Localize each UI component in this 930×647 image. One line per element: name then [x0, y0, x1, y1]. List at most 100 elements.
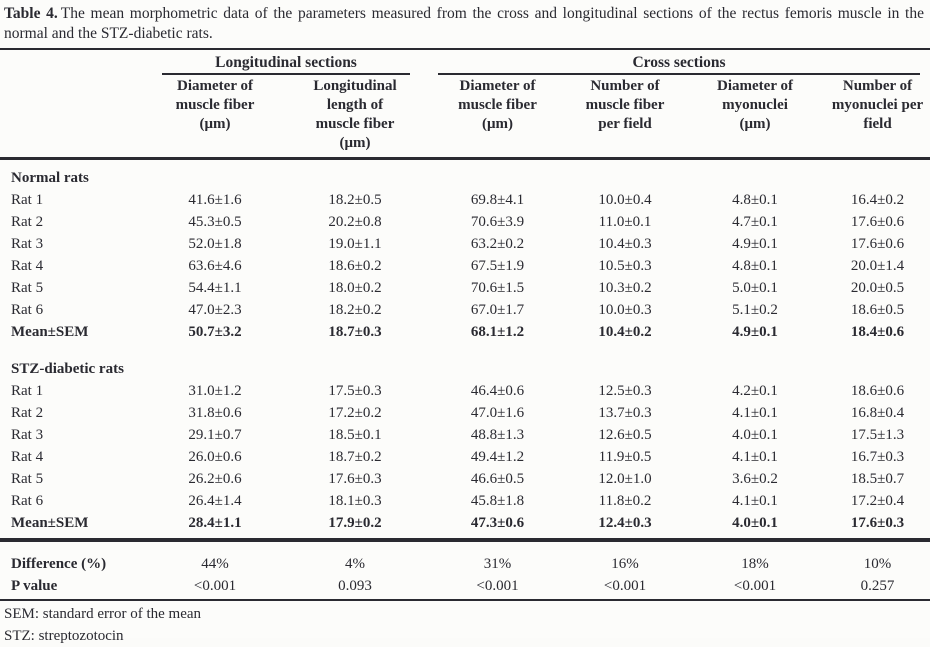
- table-footnotes: SEM: standard error of the mean STZ: str…: [0, 601, 930, 647]
- data-cell: 4.0±0.1: [685, 512, 825, 542]
- data-cell: 4.7±0.1: [732, 214, 778, 230]
- data-cell: 26.4±1.4: [188, 493, 242, 509]
- data-cell: 12.0±1.0: [598, 471, 652, 487]
- header-stub: [0, 75, 150, 160]
- group-label-cross: Cross sections: [438, 53, 921, 75]
- data-cell: 41.6±1.6: [188, 192, 242, 208]
- data-cell: 44%: [201, 556, 229, 572]
- data-cell: 70.6±3.9: [470, 214, 525, 230]
- row-label: Mean±SEM: [0, 512, 150, 542]
- group-header-row: Longitudinal sections Cross sections: [0, 50, 930, 75]
- data-cell: 16.8±0.4: [850, 405, 905, 421]
- footnote-stz: STZ: streptozotocin: [4, 628, 124, 644]
- data-cell: 45.8±1.8: [470, 493, 525, 509]
- caption-label: Table 4.: [4, 5, 58, 22]
- data-cell: 18%: [741, 556, 769, 572]
- data-cell: <0.001: [565, 575, 685, 601]
- row-label: Rat 4: [11, 258, 44, 274]
- data-cell: 20.0±0.5: [850, 280, 905, 296]
- data-cell: 45.3±0.5: [188, 214, 242, 230]
- column-header-text: Number of myonuclei per field: [831, 78, 924, 132]
- data-cell: 17.5±0.3: [328, 383, 382, 399]
- table-row: Rat 3 29.1±0.7 18.5±0.1 48.8±1.3 12.6±0.…: [0, 424, 930, 446]
- table-row: Rat 3 52.0±1.8 19.0±1.1 63.2±0.2 10.4±0.…: [0, 233, 930, 255]
- data-cell: 4.9±0.1: [732, 236, 778, 252]
- data-cell: 70.6±1.5: [470, 280, 525, 296]
- data-cell: 49.4±1.2: [470, 449, 525, 465]
- table-row: Rat 5 26.2±0.6 17.6±0.3 46.6±0.5 12.0±1.…: [0, 468, 930, 490]
- data-cell: 17.9±0.2: [280, 512, 430, 542]
- data-cell: 16.7±0.3: [850, 449, 905, 465]
- row-label: Rat 2: [11, 405, 44, 421]
- table-row: Rat 1 31.0±1.2 17.5±0.3 46.4±0.6 12.5±0.…: [0, 380, 930, 402]
- data-cell: 47.0±1.6: [470, 405, 525, 421]
- data-cell: 17.6±0.3: [328, 471, 382, 487]
- data-cell: 20.0±1.4: [850, 258, 905, 274]
- data-cell: 19.0±1.1: [328, 236, 382, 252]
- pvalue-row: P value <0.001 0.093 <0.001 <0.001 <0.00…: [0, 575, 930, 601]
- data-cell: 4.2±0.1: [732, 383, 778, 399]
- data-cell: 69.8±4.1: [470, 192, 525, 208]
- table-row: Rat 1 41.6±1.6 18.2±0.5 69.8±4.1 10.0±0.…: [0, 189, 930, 211]
- data-cell: 18.7±0.2: [328, 449, 382, 465]
- column-header-text: Number of muscle fiber per field: [585, 78, 665, 132]
- header-stub: [0, 50, 150, 75]
- difference-row: Difference (%) 44% 4% 31% 16% 18% 10%: [0, 540, 930, 575]
- row-label: Rat 5: [11, 280, 44, 296]
- data-cell: <0.001: [685, 575, 825, 601]
- data-cell: 18.6±0.2: [328, 258, 382, 274]
- table-row: Rat 6 26.4±1.4 18.1±0.3 45.8±1.8 11.8±0.…: [0, 490, 930, 512]
- table-row: Rat 4 63.6±4.6 18.6±0.2 67.5±1.9 10.5±0.…: [0, 255, 930, 277]
- data-cell: 5.1±0.2: [732, 302, 778, 318]
- footnote-sem: SEM: standard error of the mean: [4, 606, 202, 622]
- group-header-cross: Cross sections: [430, 50, 930, 75]
- table-row: Rat 5 54.4±1.1 18.0±0.2 70.6±1.5 10.3±0.…: [0, 277, 930, 299]
- data-cell: 10.5±0.3: [598, 258, 652, 274]
- group-header-longitudinal: Longitudinal sections: [150, 50, 430, 75]
- data-cell: 12.6±0.5: [598, 427, 652, 443]
- section-header-stz: STZ-diabetic rats: [0, 343, 930, 380]
- data-cell: 18.5±0.7: [850, 471, 905, 487]
- data-cell: 18.7±0.3: [328, 324, 382, 340]
- data-cell: 31.0±1.2: [188, 383, 242, 399]
- data-cell: 11.9±0.5: [598, 449, 652, 465]
- data-cell: 11.8±0.2: [598, 493, 652, 509]
- data-cell: 18.5±0.1: [328, 427, 382, 443]
- row-label: Rat 6: [11, 493, 44, 509]
- data-cell: 10.3±0.2: [598, 280, 652, 296]
- data-cell: 5.0±0.1: [732, 280, 778, 296]
- column-header-length-long: Longitudinal length of muscle fiber (μm): [280, 75, 430, 160]
- data-cell: 3.6±0.2: [732, 471, 778, 487]
- data-cell: 18.1±0.3: [328, 493, 382, 509]
- data-cell: 31.8±0.6: [188, 405, 242, 421]
- row-label: Rat 5: [11, 471, 44, 487]
- data-cell: 18.6±0.6: [850, 383, 905, 399]
- data-cell: 4%: [345, 556, 365, 572]
- row-label: P value: [0, 575, 150, 601]
- data-cell: 26.2±0.6: [188, 471, 242, 487]
- section-title: STZ-diabetic rats: [11, 361, 124, 377]
- data-cell: 17.5±1.3: [850, 427, 905, 443]
- section-title: Normal rats: [11, 170, 89, 186]
- data-cell: 17.6±0.6: [850, 236, 905, 252]
- data-cell: 17.2±0.2: [328, 405, 382, 421]
- row-label: Rat 1: [11, 192, 44, 208]
- data-cell: 4.8±0.1: [732, 258, 778, 274]
- data-cell: 10.0±0.3: [598, 302, 652, 318]
- data-cell: 28.4±1.1: [150, 512, 280, 542]
- data-cell: 17.2±0.4: [850, 493, 905, 509]
- data-cell: 26.0±0.6: [188, 449, 242, 465]
- group-label-longitudinal: Longitudinal sections: [162, 53, 410, 75]
- data-cell: 11.0±0.1: [598, 214, 652, 230]
- row-label: Mean±SEM: [11, 324, 89, 340]
- data-cell: 13.7±0.3: [598, 405, 652, 421]
- row-label: Rat 1: [11, 383, 44, 399]
- data-cell: 12.4±0.3: [565, 512, 685, 542]
- caption-text: The mean morphometric data of the parame…: [4, 5, 924, 42]
- data-cell: 20.2±0.8: [328, 214, 382, 230]
- section-header-normal: Normal rats: [0, 159, 930, 190]
- row-label: Rat 3: [11, 236, 44, 252]
- column-header-fiber-count: Number of muscle fiber per field: [565, 75, 685, 160]
- row-label: Rat 2: [11, 214, 44, 230]
- column-header-diameter-cross: Diameter of muscle fiber (μm): [430, 75, 565, 160]
